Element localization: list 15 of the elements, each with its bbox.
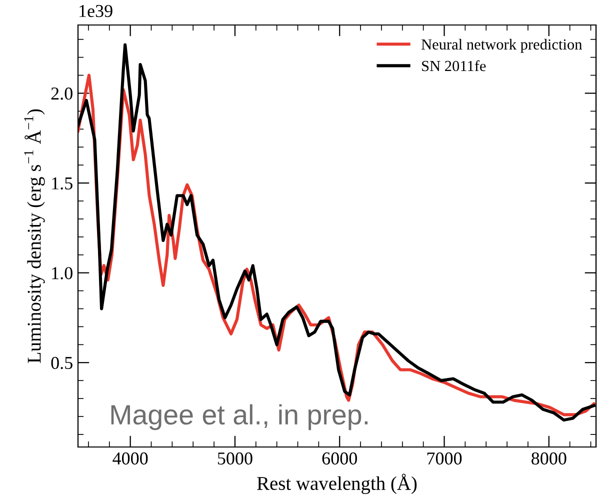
legend-label: Neural network prediction — [421, 38, 582, 53]
x-tick-label: 8000 — [532, 452, 566, 465]
x-tick-label: 5000 — [218, 452, 252, 465]
y-tick-label: 0.5 — [51, 356, 72, 370]
annotation: Magee et al., in prep. — [111, 404, 368, 430]
y-axis-title: Luminosity density (erg s$^{−1}$ Å$^{−1}$) — [24, 109, 45, 363]
legend-label: SN 2011fe — [422, 60, 486, 72]
y-tick-label: 1.5 — [52, 177, 72, 190]
text: 1e39 — [80, 4, 112, 18]
x-tick-label: 6000 — [322, 452, 357, 465]
x-tick-label: 4000 — [112, 452, 148, 465]
y-tick-label: 1.0 — [52, 267, 72, 280]
y-tick-label: 2.0 — [51, 87, 72, 100]
x-tick-label: 7000 — [427, 452, 462, 465]
x-axis-title: Rest wavelength (Å) — [257, 474, 417, 494]
